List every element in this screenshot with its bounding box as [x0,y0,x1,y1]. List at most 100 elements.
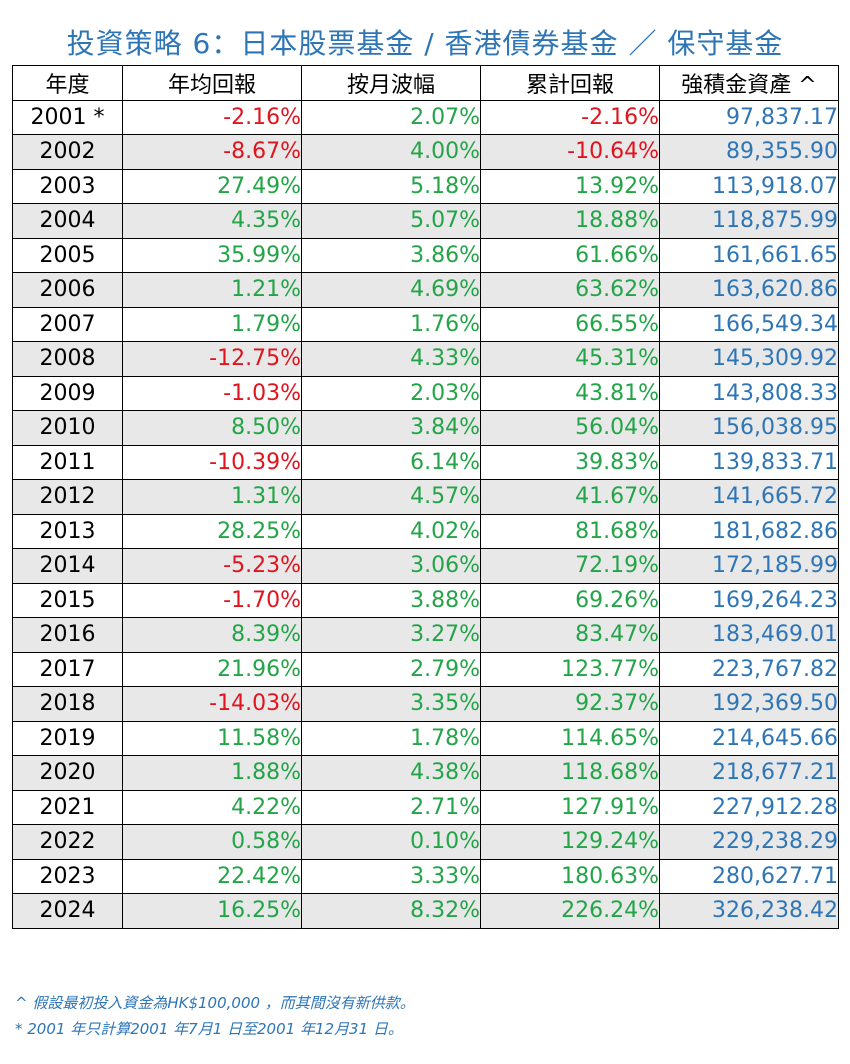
cell-monthly-volatility: 2.03% [301,375,481,411]
cell-annual-return: 16.25% [122,893,302,929]
cell-year: 2013 [12,513,123,549]
cell-year: 2015 [12,582,123,618]
cell-year: 2018 [12,686,123,722]
cell-cumulative-return: 69.26% [480,582,660,618]
cell-year: 2019 [12,720,123,756]
header-mpf-assets: 強積金資產 ^ [659,65,839,101]
cell-mpf-assets: 163,620.86 [659,272,839,308]
cell-annual-return: -5.23% [122,548,302,584]
table-row: 2003 27.49% 5.18% 13.92% 113,918.07 [12,168,839,204]
header-row: 年度 年均回報 按月波幅 累計回報 強積金資產 ^ [12,65,839,101]
table-row: 2020 1.88% 4.38% 118.68% 218,677.21 [12,755,839,791]
cell-cumulative-return: 180.63% [480,858,660,894]
cell-annual-return: 21.96% [122,651,302,687]
cell-year: 2002 [12,134,123,170]
cell-mpf-assets: 214,645.66 [659,720,839,756]
cell-mpf-assets: 97,837.17 [659,99,839,135]
cell-cumulative-return: 41.67% [480,479,660,515]
cell-monthly-volatility: 6.14% [301,444,481,480]
cell-annual-return: 35.99% [122,237,302,273]
table-row: 2017 21.96% 2.79% 123.77% 223,767.82 [12,651,839,687]
cell-mpf-assets: 326,238.42 [659,893,839,929]
cell-monthly-volatility: 4.57% [301,479,481,515]
table-row: 2016 8.39% 3.27% 83.47% 183,469.01 [12,617,839,653]
cell-annual-return: 1.21% [122,272,302,308]
cell-cumulative-return: 45.31% [480,341,660,377]
table-row: 2010 8.50% 3.84% 56.04% 156,038.95 [12,410,839,446]
header-monthly-volatility: 按月波幅 [301,65,481,101]
cell-annual-return: 8.50% [122,410,302,446]
cell-annual-return: 1.79% [122,306,302,342]
cell-mpf-assets: 192,369.50 [659,686,839,722]
cell-mpf-assets: 113,918.07 [659,168,839,204]
table-row: 2019 11.58% 1.78% 114.65% 214,645.66 [12,720,839,756]
cell-annual-return: -10.39% [122,444,302,480]
table-row: 2022 0.58% 0.10% 129.24% 229,238.29 [12,824,839,860]
footnotes: ^ 假設最初投入資金為HK$100,000 ，而其間沒有新供款。 * 2001 … [15,990,415,1042]
cell-monthly-volatility: 4.33% [301,341,481,377]
cell-year: 2003 [12,168,123,204]
returns-table: 年度 年均回報 按月波幅 累計回報 強積金資產 ^ 2001 * -2.16% 2.… [12,65,839,929]
cell-annual-return: 1.31% [122,479,302,515]
cell-monthly-volatility: 5.07% [301,203,481,239]
table-row: 2024 16.25% 8.32% 226.24% 326,238.42 [12,893,839,929]
table-row: 2013 28.25% 4.02% 81.68% 181,682.86 [12,513,839,549]
cell-mpf-assets: 172,185.99 [659,548,839,584]
cell-cumulative-return: 72.19% [480,548,660,584]
cell-monthly-volatility: 5.18% [301,168,481,204]
cell-monthly-volatility: 2.71% [301,789,481,825]
cell-cumulative-return: 61.66% [480,237,660,273]
cell-monthly-volatility: 2.07% [301,99,481,135]
cell-mpf-assets: 118,875.99 [659,203,839,239]
cell-mpf-assets: 143,808.33 [659,375,839,411]
cell-cumulative-return: 118.68% [480,755,660,791]
cell-year: 2001 * [12,99,123,135]
cell-cumulative-return: 43.81% [480,375,660,411]
table-row: 2021 4.22% 2.71% 127.91% 227,912.28 [12,789,839,825]
cell-mpf-assets: 218,677.21 [659,755,839,791]
cell-monthly-volatility: 3.35% [301,686,481,722]
cell-annual-return: 0.58% [122,824,302,860]
table-row: 2004 4.35% 5.07% 18.88% 118,875.99 [12,203,839,239]
table-row: 2006 1.21% 4.69% 63.62% 163,620.86 [12,272,839,308]
cell-annual-return: 22.42% [122,858,302,894]
cell-annual-return: -1.70% [122,582,302,618]
cell-year: 2010 [12,410,123,446]
cell-year: 2024 [12,893,123,929]
cell-year: 2007 [12,306,123,342]
cell-cumulative-return: 66.55% [480,306,660,342]
cell-monthly-volatility: 3.88% [301,582,481,618]
cell-mpf-assets: 145,309.92 [659,341,839,377]
cell-monthly-volatility: 3.27% [301,617,481,653]
cell-mpf-assets: 280,627.71 [659,858,839,894]
cell-annual-return: 11.58% [122,720,302,756]
cell-year: 2012 [12,479,123,515]
cell-monthly-volatility: 4.69% [301,272,481,308]
table-body: 2001 * -2.16% 2.07% -2.16% 97,837.17 2002 -8.6… [12,99,839,929]
cell-cumulative-return: 123.77% [480,651,660,687]
cell-mpf-assets: 139,833.71 [659,444,839,480]
cell-monthly-volatility: 1.78% [301,720,481,756]
cell-monthly-volatility: 3.84% [301,410,481,446]
cell-annual-return: -14.03% [122,686,302,722]
table-row: 2002 -8.67% 4.00% -10.64% 89,355.90 [12,134,839,170]
table-row: 2005 35.99% 3.86% 61.66% 161,661.65 [12,237,839,273]
cell-year: 2020 [12,755,123,791]
cell-year: 2021 [12,789,123,825]
cell-cumulative-return: -10.64% [480,134,660,170]
cell-cumulative-return: 127.91% [480,789,660,825]
table-row: 2018 -14.03% 3.35% 92.37% 192,369.50 [12,686,839,722]
footnote-2001-period: * 2001 年只計算2001 年7月1 日至2001 年12月31 日。 [15,1020,403,1038]
cell-year: 2017 [12,651,123,687]
cell-year: 2006 [12,272,123,308]
cell-annual-return: 8.39% [122,617,302,653]
cell-mpf-assets: 229,238.29 [659,824,839,860]
cell-year: 2014 [12,548,123,584]
cell-annual-return: 28.25% [122,513,302,549]
cell-cumulative-return: -2.16% [480,99,660,135]
cell-mpf-assets: 141,665.72 [659,479,839,515]
cell-year: 2016 [12,617,123,653]
table-row: 2015 -1.70% 3.88% 69.26% 169,264.23 [12,582,839,618]
cell-monthly-volatility: 0.10% [301,824,481,860]
cell-year: 2009 [12,375,123,411]
